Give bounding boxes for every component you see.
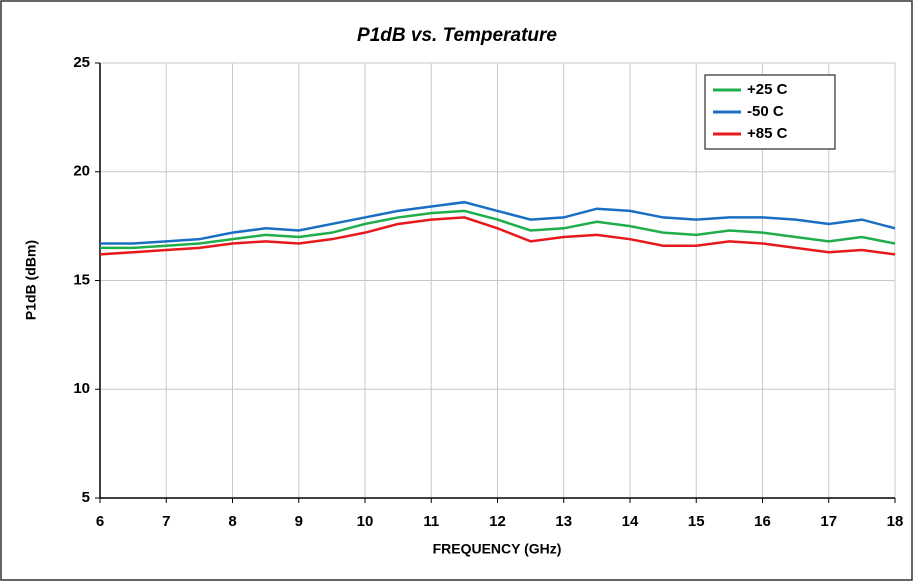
y-tick-label: 10 xyxy=(73,380,90,397)
x-tick-label: 13 xyxy=(555,513,572,530)
x-tick-label: 9 xyxy=(295,513,303,530)
x-axis-label: FREQUENCY (GHz) xyxy=(433,541,562,557)
legend-label: +25 C xyxy=(747,81,788,98)
legend-label: +85 C xyxy=(747,125,788,142)
y-tick-label: 5 xyxy=(82,489,90,506)
x-tick-label: 14 xyxy=(622,513,639,530)
series-line xyxy=(100,209,896,250)
x-tick-label: 11 xyxy=(423,513,439,530)
series-line xyxy=(100,200,896,245)
x-tick-label: 8 xyxy=(228,513,236,530)
y-tick-label: 15 xyxy=(73,271,90,288)
x-tick-label: 15 xyxy=(688,513,705,530)
x-tick-label: 18 xyxy=(887,513,904,530)
x-tick-label: 12 xyxy=(489,513,506,530)
x-tick-label: 16 xyxy=(754,513,771,530)
x-tick-label: 7 xyxy=(162,513,170,530)
x-tick-label: 17 xyxy=(820,513,837,530)
x-tick-label: 10 xyxy=(357,513,374,530)
legend-label: -50 C xyxy=(747,103,784,120)
x-tick-label: 6 xyxy=(96,513,104,530)
y-tick-label: 20 xyxy=(73,163,90,180)
y-axis-label: P1dB (dBm) xyxy=(23,240,39,320)
chart-title: P1dB vs. Temperature xyxy=(357,25,557,46)
y-tick-label: 25 xyxy=(73,54,90,71)
series-line xyxy=(99,216,896,256)
